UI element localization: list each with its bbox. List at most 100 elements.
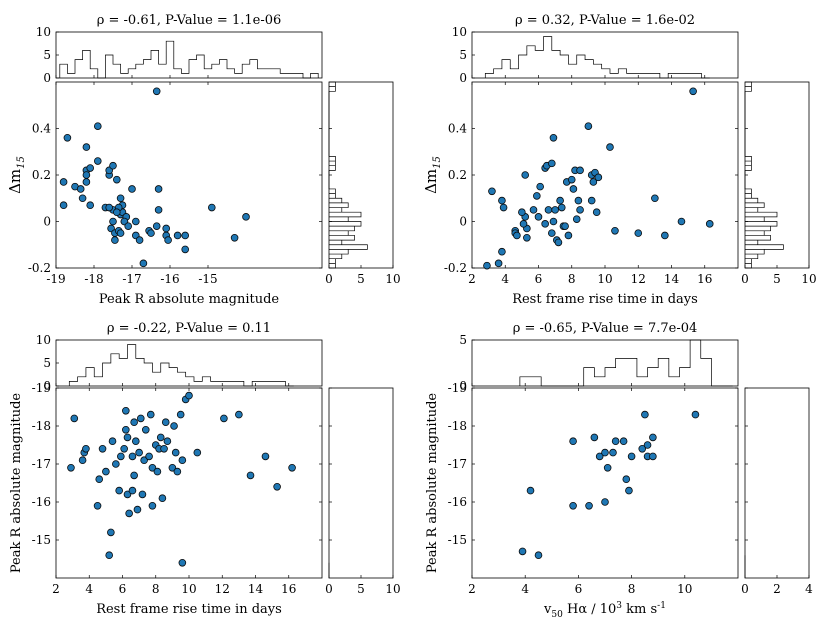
- scatter-point: [625, 486, 633, 495]
- right-hist-x-tick-label: 5: [773, 272, 781, 286]
- scatter-point: [634, 229, 643, 237]
- scatter-point: [235, 410, 243, 419]
- scatter-point: [59, 178, 68, 186]
- scatter-point: [138, 490, 147, 499]
- scatter-point: [533, 192, 541, 200]
- scatter-point: [146, 410, 155, 419]
- scatter-point: [519, 220, 528, 228]
- y-tick-label: -16: [448, 495, 467, 509]
- scatter-point: [178, 558, 187, 567]
- scatter-point: [638, 444, 647, 453]
- scatter-point: [534, 213, 543, 221]
- top-hist-y-tick-label: 5: [43, 356, 51, 370]
- scatter-point: [82, 444, 90, 453]
- scatter-point: [178, 456, 187, 465]
- scatter-point: [649, 452, 657, 461]
- scatter-point: [123, 433, 132, 442]
- scatter-point: [574, 196, 583, 205]
- scatter-point: [82, 178, 91, 186]
- scatter-point: [164, 236, 172, 244]
- scatter-point: [176, 410, 185, 419]
- right-hist-x-tick-label: 0: [741, 272, 749, 286]
- scatter-point: [156, 433, 165, 442]
- scatter-point: [148, 463, 157, 472]
- right-hist-x-tick-label: 10: [385, 582, 400, 596]
- top-hist-y-tick-label: 5: [43, 48, 51, 62]
- scatter-point: [587, 196, 596, 205]
- scatter-point: [113, 208, 121, 217]
- scatter-point: [63, 134, 72, 142]
- x-tick-label: 10: [597, 272, 612, 286]
- scatter-point: [153, 467, 162, 476]
- scatter-point: [643, 441, 652, 449]
- scatter-point: [67, 463, 75, 472]
- scatter-point: [122, 425, 130, 434]
- scatter-point: [170, 422, 178, 430]
- x-tick-label: 12: [631, 272, 646, 286]
- scatter-point: [116, 229, 125, 237]
- right-hist-x-tick-label: 2: [773, 582, 781, 596]
- scatter-point: [622, 475, 631, 484]
- top-hist-y-tick-label: 0: [43, 379, 51, 393]
- x-tick-label: 14: [664, 272, 680, 286]
- scatter-point: [499, 203, 508, 212]
- scatter-point: [601, 498, 609, 506]
- x-tick-label: 8: [568, 272, 576, 286]
- y-axis-label-main: Δm: [6, 169, 24, 194]
- scatter-point: [132, 437, 140, 446]
- top-hist-y-tick-label: 0: [43, 71, 51, 85]
- scatter-point: [572, 215, 581, 223]
- scatter-point: [107, 528, 115, 537]
- y-axis-label: Peak R absolute magnitude: [425, 393, 440, 574]
- right-hist-x-tick-label: 4: [805, 582, 813, 596]
- scatter-point: [523, 233, 531, 242]
- scatter-point: [120, 444, 128, 453]
- scatter-point: [592, 208, 601, 217]
- x-tick-label: -19: [46, 272, 65, 286]
- top-hist-frame: [55, 339, 323, 387]
- y-tick-label: 0.4: [448, 122, 467, 136]
- panel-title: ρ = -0.61, P-Value = 1.1e-06: [97, 13, 282, 28]
- x-tick-label: 10: [181, 582, 196, 596]
- scatter-point: [494, 259, 503, 268]
- x-tick-label: 2: [52, 582, 60, 596]
- scatter-point: [94, 157, 102, 165]
- scatter-point: [689, 87, 697, 96]
- main-axes-frame: [55, 81, 323, 269]
- panel-title: ρ = 0.32, P-Value = 1.6e-02: [515, 13, 695, 28]
- scatter-point: [86, 201, 94, 210]
- y-tick-label: -18: [448, 419, 467, 433]
- scatter-point: [557, 203, 566, 212]
- scatter-point: [513, 231, 521, 240]
- x-tick-label: 16: [697, 272, 712, 286]
- scatter-point: [246, 471, 255, 480]
- top-hist-y-tick-label: 0: [459, 71, 467, 85]
- x-tick-label: -17: [122, 272, 141, 286]
- x-axis-label-part: v: [543, 602, 552, 617]
- main-axes-frame: [471, 387, 739, 579]
- y-tick-label: -0.2: [444, 261, 467, 275]
- right-hist-frame: [744, 387, 810, 579]
- y-tick-label: 0.4: [32, 122, 51, 136]
- scatter-point: [173, 467, 182, 476]
- scatter-point: [569, 437, 577, 446]
- panel-1: -19 -18 -17 -16 -15 -0.2 0 0.2 0.4 Peak R absolut…: [6, 13, 401, 307]
- panel-2: 2 4 6 8 10 12 14 16 -0.2 0 0.2 0.4 Rest frame rise t…: [422, 13, 817, 307]
- scatter-point: [691, 410, 700, 419]
- y-tick-label: 0: [459, 215, 467, 229]
- scatter-point: [158, 494, 167, 503]
- x-tick-label: 2: [468, 272, 476, 286]
- x-tick-label: -18: [84, 272, 103, 286]
- y-tick-label: 0.2: [448, 168, 467, 182]
- x-tick-label: 8: [628, 582, 636, 596]
- scatter-point: [163, 437, 172, 446]
- top-hist-y-tick-label: 10: [36, 25, 51, 39]
- scatter-point: [109, 161, 117, 170]
- right-hist-x-tick-label: 5: [357, 582, 365, 596]
- scatter-point: [536, 182, 544, 191]
- scatter-point: [488, 187, 496, 196]
- scatter-point: [171, 448, 180, 457]
- scatter-point: [585, 501, 593, 510]
- scatter-point: [541, 220, 549, 228]
- scatter-point: [641, 410, 649, 419]
